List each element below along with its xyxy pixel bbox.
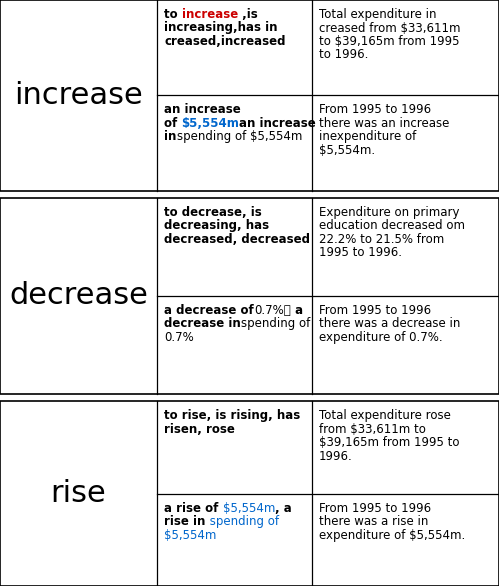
Text: decreasing, has: decreasing, has xyxy=(164,219,269,232)
Text: increase: increase xyxy=(182,8,238,21)
Text: in: in xyxy=(164,130,177,144)
Text: a: a xyxy=(291,304,303,317)
Text: 0.7%，: 0.7%， xyxy=(254,304,291,317)
Text: Total expenditure rose: Total expenditure rose xyxy=(319,409,451,423)
Text: 22.2% to 21.5% from: 22.2% to 21.5% from xyxy=(319,233,444,246)
Text: there was an increase: there was an increase xyxy=(319,117,449,130)
Text: there was a decrease in: there was a decrease in xyxy=(319,318,460,331)
Text: $5,554m: $5,554m xyxy=(223,502,275,515)
Text: to 1996.: to 1996. xyxy=(319,49,368,62)
Text: Total expenditure in: Total expenditure in xyxy=(319,8,436,21)
Text: a rise of: a rise of xyxy=(164,502,223,515)
Text: expenditure of $5,554m.: expenditure of $5,554m. xyxy=(319,529,465,541)
Text: 0.7%: 0.7% xyxy=(164,331,194,344)
Text: decreased, decreased: decreased, decreased xyxy=(164,233,310,246)
Text: an increase: an increase xyxy=(164,103,241,117)
Text: inexpenditure of: inexpenditure of xyxy=(319,130,416,144)
Bar xyxy=(0,401,499,586)
Text: From 1995 to 1996: From 1995 to 1996 xyxy=(319,304,431,317)
Text: 1996.: 1996. xyxy=(319,449,353,463)
Text: an increase: an increase xyxy=(240,117,316,130)
Text: from $33,611m to: from $33,611m to xyxy=(319,423,426,436)
Text: spending of: spending of xyxy=(241,318,310,331)
Text: to $39,165m from 1995: to $39,165m from 1995 xyxy=(319,35,460,48)
Text: ,is: ,is xyxy=(238,8,258,21)
Text: spending of $5,554m: spending of $5,554m xyxy=(177,130,302,144)
Text: to rise, is rising, has: to rise, is rising, has xyxy=(164,409,300,423)
Text: creased from $33,611m: creased from $33,611m xyxy=(319,22,461,35)
Text: education decreased om: education decreased om xyxy=(319,219,465,232)
Text: decrease: decrease xyxy=(9,281,148,311)
Text: 1995 to 1996.: 1995 to 1996. xyxy=(319,246,402,259)
Text: increase: increase xyxy=(14,81,143,110)
Text: a decrease of: a decrease of xyxy=(164,304,254,317)
Text: $5,554m: $5,554m xyxy=(164,529,217,541)
Text: expenditure of 0.7%.: expenditure of 0.7%. xyxy=(319,331,443,344)
Text: , a: , a xyxy=(275,502,292,515)
Text: $39,165m from 1995 to: $39,165m from 1995 to xyxy=(319,436,460,449)
Text: to: to xyxy=(164,8,182,21)
Text: Expenditure on primary: Expenditure on primary xyxy=(319,206,460,219)
Text: risen, rose: risen, rose xyxy=(164,423,235,436)
Text: there was a rise in: there was a rise in xyxy=(319,515,428,528)
Bar xyxy=(0,0,499,190)
Text: of: of xyxy=(164,117,182,130)
Text: spending of: spending of xyxy=(206,515,278,528)
Text: $5,554m.: $5,554m. xyxy=(319,144,375,157)
Text: increasing,has in: increasing,has in xyxy=(164,22,277,35)
Text: From 1995 to 1996: From 1995 to 1996 xyxy=(319,502,431,515)
Text: decrease in: decrease in xyxy=(164,318,241,331)
Text: rise in: rise in xyxy=(164,515,206,528)
Bar xyxy=(0,197,499,394)
Text: $5,554m: $5,554m xyxy=(182,117,240,130)
Text: From 1995 to 1996: From 1995 to 1996 xyxy=(319,103,431,117)
Text: to decrease, is: to decrease, is xyxy=(164,206,262,219)
Text: creased,increased: creased,increased xyxy=(164,35,286,48)
Text: rise: rise xyxy=(51,479,106,508)
